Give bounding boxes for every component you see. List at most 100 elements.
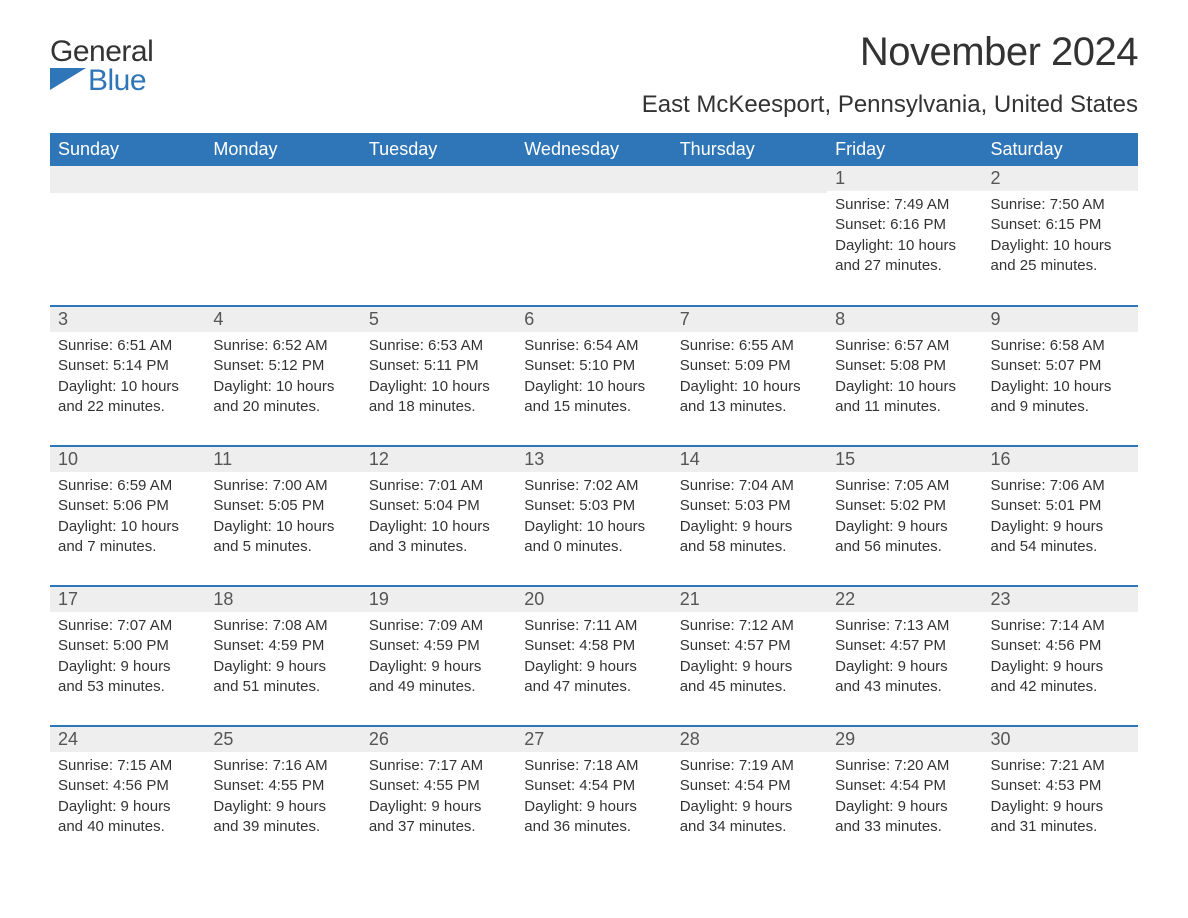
day-daylight1: Daylight: 9 hours (213, 797, 352, 817)
day-daylight1: Daylight: 9 hours (213, 657, 352, 677)
day-sunrise: Sunrise: 7:18 AM (524, 756, 663, 776)
day-cell: 8Sunrise: 6:57 AMSunset: 5:08 PMDaylight… (827, 306, 982, 446)
day-sunrise: Sunrise: 7:04 AM (680, 476, 819, 496)
day-daylight2: and 40 minutes. (58, 817, 197, 837)
empty-day (672, 166, 827, 193)
day-sunset: Sunset: 5:14 PM (58, 356, 197, 376)
day-sunset: Sunset: 5:11 PM (369, 356, 508, 376)
day-cell: 26Sunrise: 7:17 AMSunset: 4:55 PMDayligh… (361, 726, 516, 866)
day-daylight2: and 47 minutes. (524, 677, 663, 697)
day-cell: 10Sunrise: 6:59 AMSunset: 5:06 PMDayligh… (50, 446, 205, 586)
day-body: Sunrise: 7:16 AMSunset: 4:55 PMDaylight:… (205, 752, 360, 845)
day-cell: 6Sunrise: 6:54 AMSunset: 5:10 PMDaylight… (516, 306, 671, 446)
day-header: Sunday (50, 133, 205, 166)
day-number: 16 (983, 447, 1138, 472)
day-daylight2: and 54 minutes. (991, 537, 1130, 557)
day-body: Sunrise: 7:20 AMSunset: 4:54 PMDaylight:… (827, 752, 982, 845)
day-body: Sunrise: 7:11 AMSunset: 4:58 PMDaylight:… (516, 612, 671, 705)
day-cell: 24Sunrise: 7:15 AMSunset: 4:56 PMDayligh… (50, 726, 205, 866)
day-body: Sunrise: 7:15 AMSunset: 4:56 PMDaylight:… (50, 752, 205, 845)
day-sunset: Sunset: 4:54 PM (680, 776, 819, 796)
day-daylight1: Daylight: 10 hours (369, 377, 508, 397)
day-number: 2 (983, 166, 1138, 191)
day-daylight1: Daylight: 9 hours (991, 657, 1130, 677)
day-cell: 27Sunrise: 7:18 AMSunset: 4:54 PMDayligh… (516, 726, 671, 866)
day-number: 1 (827, 166, 982, 191)
day-body: Sunrise: 6:55 AMSunset: 5:09 PMDaylight:… (672, 332, 827, 425)
day-sunset: Sunset: 4:55 PM (369, 776, 508, 796)
day-cell: 7Sunrise: 6:55 AMSunset: 5:09 PMDaylight… (672, 306, 827, 446)
calendar-body: 1Sunrise: 7:49 AMSunset: 6:16 PMDaylight… (50, 166, 1138, 866)
brand-blue-text: Blue (88, 67, 146, 96)
day-daylight2: and 49 minutes. (369, 677, 508, 697)
day-daylight1: Daylight: 10 hours (835, 377, 974, 397)
day-body: Sunrise: 6:54 AMSunset: 5:10 PMDaylight:… (516, 332, 671, 425)
day-daylight2: and 31 minutes. (991, 817, 1130, 837)
day-header: Tuesday (361, 133, 516, 166)
day-header-row: SundayMondayTuesdayWednesdayThursdayFrid… (50, 133, 1138, 166)
day-sunset: Sunset: 5:05 PM (213, 496, 352, 516)
day-sunset: Sunset: 5:03 PM (680, 496, 819, 516)
day-number: 28 (672, 727, 827, 752)
day-cell: 1Sunrise: 7:49 AMSunset: 6:16 PMDaylight… (827, 166, 982, 306)
day-sunset: Sunset: 5:03 PM (524, 496, 663, 516)
day-sunset: Sunset: 4:59 PM (213, 636, 352, 656)
day-sunset: Sunset: 4:54 PM (524, 776, 663, 796)
day-cell (205, 166, 360, 306)
week-row: 17Sunrise: 7:07 AMSunset: 5:00 PMDayligh… (50, 586, 1138, 726)
flag-icon (50, 67, 86, 96)
day-cell (672, 166, 827, 306)
day-sunset: Sunset: 4:59 PM (369, 636, 508, 656)
day-daylight2: and 13 minutes. (680, 397, 819, 417)
day-sunset: Sunset: 6:15 PM (991, 215, 1130, 235)
day-cell: 3Sunrise: 6:51 AMSunset: 5:14 PMDaylight… (50, 306, 205, 446)
day-daylight1: Daylight: 9 hours (680, 797, 819, 817)
empty-day (50, 166, 205, 193)
day-number: 30 (983, 727, 1138, 752)
day-sunrise: Sunrise: 7:07 AM (58, 616, 197, 636)
day-daylight2: and 51 minutes. (213, 677, 352, 697)
day-sunset: Sunset: 5:10 PM (524, 356, 663, 376)
day-daylight1: Daylight: 9 hours (58, 657, 197, 677)
day-sunset: Sunset: 5:08 PM (835, 356, 974, 376)
day-daylight1: Daylight: 10 hours (991, 377, 1130, 397)
day-daylight1: Daylight: 9 hours (369, 797, 508, 817)
day-sunset: Sunset: 6:16 PM (835, 215, 974, 235)
day-sunset: Sunset: 5:07 PM (991, 356, 1130, 376)
day-body: Sunrise: 7:21 AMSunset: 4:53 PMDaylight:… (983, 752, 1138, 845)
day-daylight1: Daylight: 10 hours (524, 377, 663, 397)
day-sunset: Sunset: 4:55 PM (213, 776, 352, 796)
day-sunrise: Sunrise: 6:53 AM (369, 336, 508, 356)
day-sunrise: Sunrise: 7:16 AM (213, 756, 352, 776)
day-body: Sunrise: 7:00 AMSunset: 5:05 PMDaylight:… (205, 472, 360, 565)
week-row: 24Sunrise: 7:15 AMSunset: 4:56 PMDayligh… (50, 726, 1138, 866)
day-sunrise: Sunrise: 7:01 AM (369, 476, 508, 496)
day-sunset: Sunset: 5:02 PM (835, 496, 974, 516)
week-row: 10Sunrise: 6:59 AMSunset: 5:06 PMDayligh… (50, 446, 1138, 586)
day-number: 9 (983, 307, 1138, 332)
day-body: Sunrise: 7:17 AMSunset: 4:55 PMDaylight:… (361, 752, 516, 845)
day-body: Sunrise: 7:05 AMSunset: 5:02 PMDaylight:… (827, 472, 982, 565)
day-cell (50, 166, 205, 306)
header: General Blue November 2024 East McKeespo… (50, 30, 1138, 127)
day-daylight1: Daylight: 10 hours (835, 236, 974, 256)
day-daylight2: and 58 minutes. (680, 537, 819, 557)
day-body: Sunrise: 7:09 AMSunset: 4:59 PMDaylight:… (361, 612, 516, 705)
day-daylight1: Daylight: 9 hours (369, 657, 508, 677)
location-subtitle: East McKeesport, Pennsylvania, United St… (642, 91, 1138, 119)
day-cell: 11Sunrise: 7:00 AMSunset: 5:05 PMDayligh… (205, 446, 360, 586)
day-daylight1: Daylight: 9 hours (991, 797, 1130, 817)
week-row: 3Sunrise: 6:51 AMSunset: 5:14 PMDaylight… (50, 306, 1138, 446)
day-number: 14 (672, 447, 827, 472)
day-header: Friday (827, 133, 982, 166)
day-daylight2: and 15 minutes. (524, 397, 663, 417)
day-body: Sunrise: 6:59 AMSunset: 5:06 PMDaylight:… (50, 472, 205, 565)
week-row: 1Sunrise: 7:49 AMSunset: 6:16 PMDaylight… (50, 166, 1138, 306)
day-daylight1: Daylight: 10 hours (369, 517, 508, 537)
empty-day (361, 166, 516, 193)
day-daylight2: and 39 minutes. (213, 817, 352, 837)
day-daylight2: and 36 minutes. (524, 817, 663, 837)
day-cell: 13Sunrise: 7:02 AMSunset: 5:03 PMDayligh… (516, 446, 671, 586)
day-cell: 2Sunrise: 7:50 AMSunset: 6:15 PMDaylight… (983, 166, 1138, 306)
day-body: Sunrise: 6:58 AMSunset: 5:07 PMDaylight:… (983, 332, 1138, 425)
